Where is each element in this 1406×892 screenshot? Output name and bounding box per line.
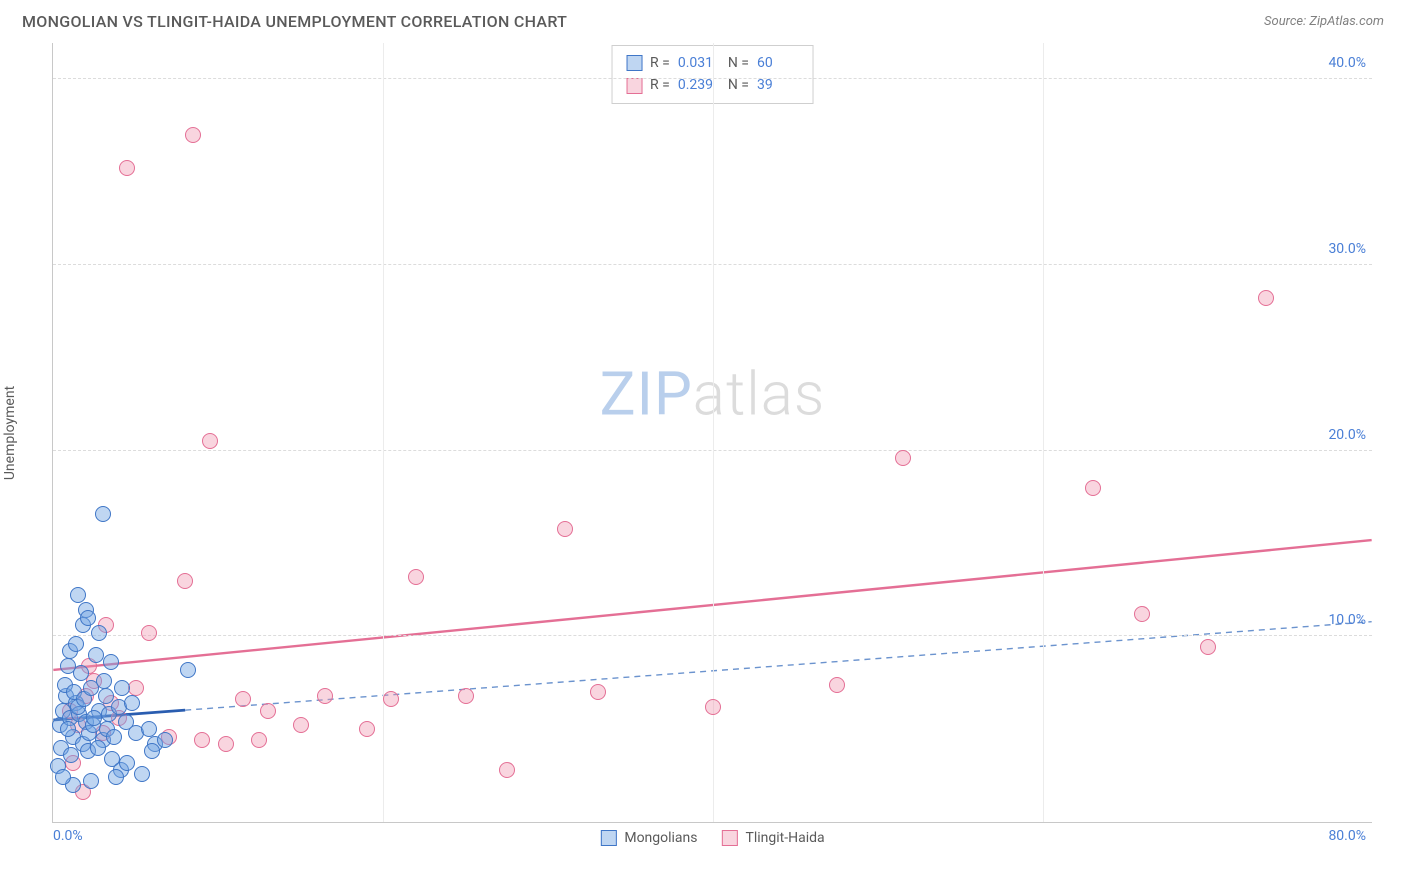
legend-label-tlingit: Tlingit-Haida (746, 830, 825, 846)
mongolians-point (70, 587, 86, 603)
mongolians-point (124, 695, 140, 711)
tlingit-point (557, 521, 573, 537)
mongolians-point (80, 610, 96, 626)
mongolians-point (83, 773, 99, 789)
n-label: N = (728, 52, 749, 74)
tlingit-point (185, 127, 201, 143)
swatch-mongolians (600, 830, 616, 846)
mongolians-point (180, 662, 196, 678)
y-axis-label: Unemployment (2, 386, 18, 480)
tlingit-point (235, 691, 251, 707)
tlingit-point (1134, 606, 1150, 622)
legend-item-mongolians: Mongolians (600, 830, 697, 846)
series-legend: Mongolians Tlingit-Haida (600, 830, 824, 846)
chart-source: Source: ZipAtlas.com (1264, 14, 1384, 29)
swatch-mongolians (626, 55, 642, 71)
tlingit-point (1258, 290, 1274, 306)
legend-item-tlingit: Tlingit-Haida (722, 830, 825, 846)
mongolians-point (88, 647, 104, 663)
tlingit-point (590, 684, 606, 700)
mongolians-point (60, 658, 76, 674)
tlingit-point (177, 573, 193, 589)
tlingit-point (408, 569, 424, 585)
mongolians-point (141, 721, 157, 737)
tlingit-point (251, 732, 267, 748)
chart-header: MONGOLIAN VS TLINGIT-HAIDA UNEMPLOYMENT … (0, 0, 1406, 39)
tlingit-point (293, 717, 309, 733)
tlingit-point (218, 736, 234, 752)
mongolians-point (91, 625, 107, 641)
legend-label-mongolians: Mongolians (624, 830, 697, 846)
mongolians-point (95, 506, 111, 522)
y-tick-label: 30.0% (1328, 241, 1366, 257)
y-tick-label: 10.0% (1328, 612, 1366, 628)
tlingit-point (119, 160, 135, 176)
gridline-v (1043, 43, 1044, 822)
mongolians-point (96, 673, 112, 689)
y-tick-label: 20.0% (1328, 427, 1366, 443)
plot-area: ZIPatlas R = 0.031 N = 60 R = 0.239 N = … (52, 43, 1372, 823)
swatch-tlingit (722, 830, 738, 846)
mongolians-point (86, 710, 102, 726)
tlingit-point (829, 677, 845, 693)
mongolians-point (119, 755, 135, 771)
mongolians-point (90, 740, 106, 756)
n-value-mongolians: 60 (757, 52, 799, 74)
mongolians-point (55, 769, 71, 785)
mongolians-point (157, 732, 173, 748)
tlingit-point (194, 732, 210, 748)
tlingit-point (458, 688, 474, 704)
tlingit-point (499, 762, 515, 778)
gridline-v (383, 43, 384, 822)
mongolians-point (106, 729, 122, 745)
x-axis-min: 0.0% (53, 828, 83, 844)
mongolians-point (108, 769, 124, 785)
tlingit-point (202, 433, 218, 449)
mongolians-point (114, 680, 130, 696)
mongolians-point (68, 636, 84, 652)
tlingit-point (1200, 639, 1216, 655)
r-label: R = (650, 52, 670, 74)
tlingit-point (359, 721, 375, 737)
tlingit-point (383, 691, 399, 707)
mongolians-point (60, 721, 76, 737)
tlingit-point (260, 703, 276, 719)
mongolians-point (98, 688, 114, 704)
mongolians-point (144, 743, 160, 759)
chart-title: MONGOLIAN VS TLINGIT-HAIDA UNEMPLOYMENT … (22, 12, 567, 31)
x-axis-max: 80.0% (1328, 828, 1366, 844)
swatch-tlingit (626, 78, 642, 94)
mongolians-point (103, 654, 119, 670)
tlingit-point (895, 450, 911, 466)
tlingit-point (141, 625, 157, 641)
watermark-zip: ZIP (600, 358, 693, 429)
tlingit-point (1085, 480, 1101, 496)
tlingit-point (705, 699, 721, 715)
y-tick-label: 40.0% (1328, 55, 1366, 71)
mongolians-point (134, 766, 150, 782)
tlingit-point (317, 688, 333, 704)
chart-wrap: Unemployment ZIPatlas R = 0.031 N = 60 R… (18, 43, 1388, 823)
